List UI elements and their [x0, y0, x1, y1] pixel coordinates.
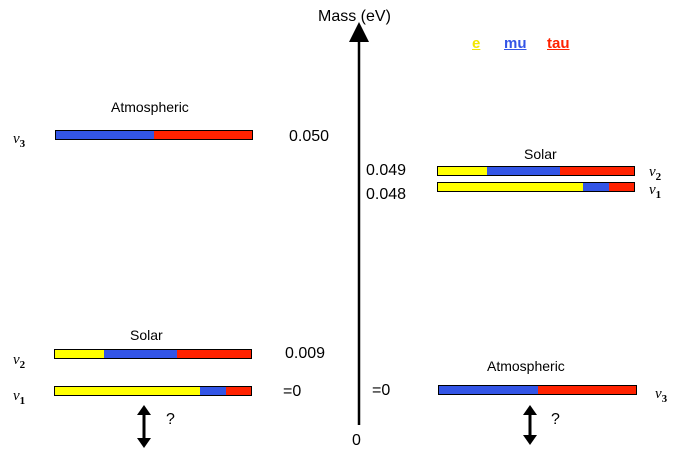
right-state-label-1: v1: [649, 182, 662, 201]
right-atmospheric-label: Atmospheric: [487, 358, 565, 374]
flavour-segment-tau: [154, 131, 252, 139]
flavour-segment-mu: [56, 131, 154, 139]
right-bar-3: [438, 385, 637, 395]
left-question-mark: ?: [166, 411, 175, 428]
left-uncertainty-arrow: [137, 405, 151, 448]
flavour-segment-mu: [487, 167, 560, 175]
flavour-segment-e: [438, 167, 487, 175]
flavour-segment-tau: [176, 350, 251, 358]
left-mass-1: =0: [283, 383, 302, 400]
flavour-segment-e: [55, 350, 104, 358]
flavour-segment-tau: [225, 387, 251, 395]
flavour-segment-e: [438, 183, 584, 191]
left-atmospheric-label: Atmospheric: [111, 99, 189, 115]
right-bar-2: [437, 166, 635, 176]
left-mass-3: 0.050: [289, 128, 330, 145]
flavour-segment-tau: [559, 167, 634, 175]
right-question-mark: ?: [551, 411, 560, 428]
left-state-label-2: v2: [13, 352, 26, 371]
flavour-segment-mu: [200, 387, 226, 395]
axis-zero-label: 0: [352, 432, 361, 449]
left-bar-3: [55, 130, 253, 140]
flavour-segment-e: [55, 387, 201, 395]
left-state-label-1: v1: [13, 388, 26, 407]
left-solar-label: Solar: [130, 327, 163, 343]
right-bar-1: [437, 182, 635, 192]
legend-e: e: [472, 35, 481, 52]
right-state-label-3: v3: [655, 386, 668, 405]
legend-tau: tau: [547, 35, 570, 52]
left-bar-1: [54, 386, 252, 396]
flavour-segment-mu: [439, 386, 538, 394]
legend-mu: mu: [504, 35, 527, 52]
left-state-label-3: v3: [13, 131, 26, 150]
left-mass-2: 0.009: [285, 345, 326, 362]
flavour-segment-mu: [583, 183, 609, 191]
flavour-segment-mu: [104, 350, 177, 358]
flavour-segment-tau: [537, 386, 636, 394]
left-bar-2: [54, 349, 252, 359]
right-mass-1: 0.048: [366, 186, 407, 203]
flavour-segment-tau: [608, 183, 634, 191]
right-mass-3: =0: [372, 382, 391, 399]
right-mass-2: 0.049: [366, 162, 407, 179]
right-solar-label: Solar: [524, 146, 557, 162]
right-uncertainty-arrow: [523, 405, 537, 445]
axis-title: Mass (eV): [318, 8, 391, 25]
right-state-label-2: v2: [649, 164, 662, 183]
